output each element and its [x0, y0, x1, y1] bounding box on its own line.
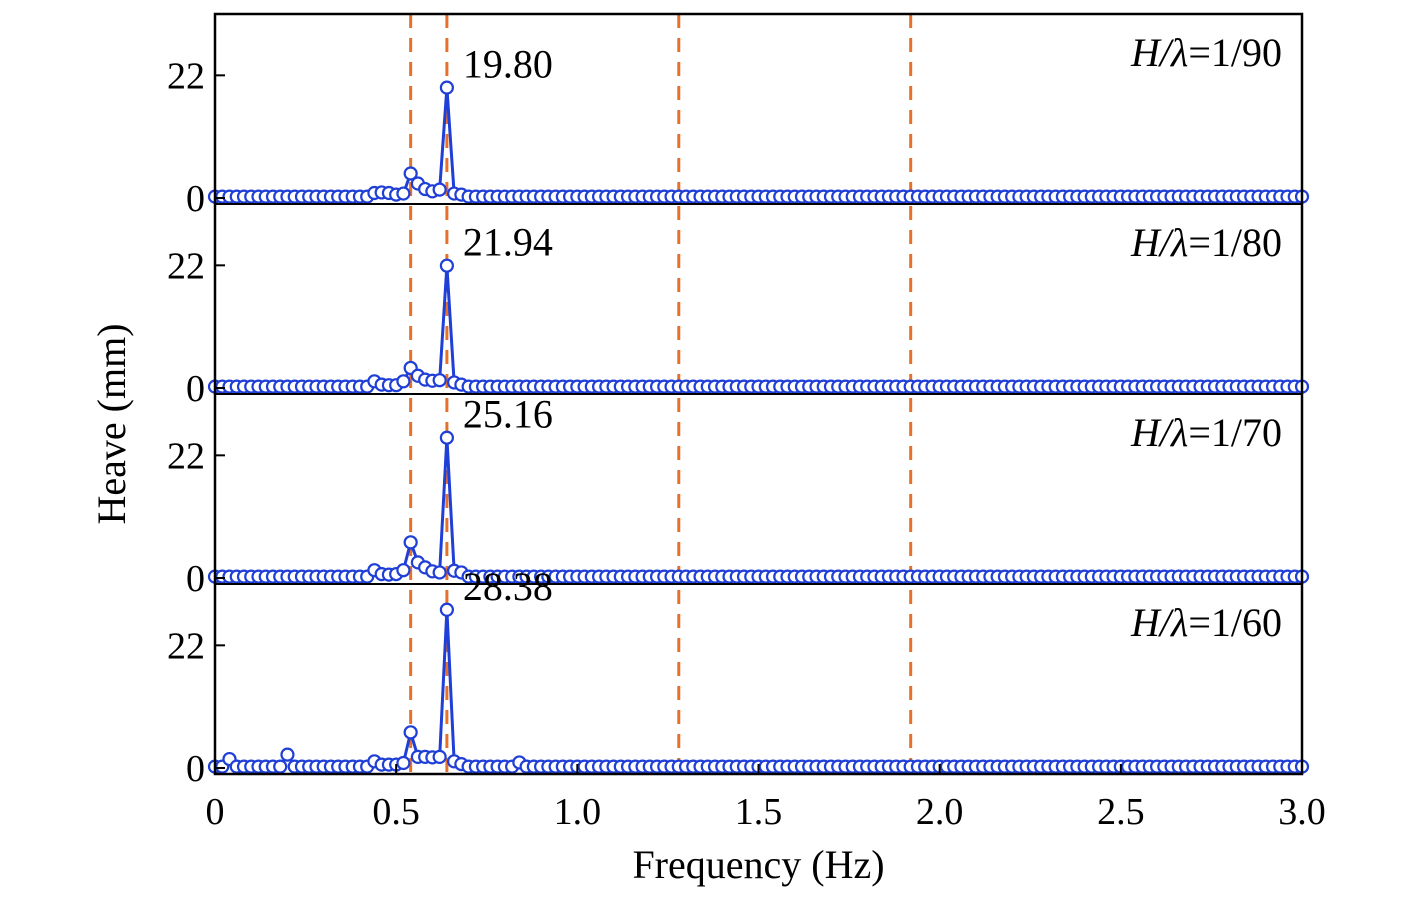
panel-label-value: =1/70: [1188, 410, 1282, 455]
series-line: [215, 87, 1302, 199]
data-point: [432, 373, 447, 388]
peak-label: 19.80: [463, 42, 553, 87]
x-tick-label: 2.0: [916, 791, 964, 833]
data-point: [396, 374, 411, 389]
data-point: [403, 725, 418, 740]
y-tick-label: 22: [167, 55, 205, 97]
x-tick-label: 3.0: [1278, 791, 1326, 833]
panel-label-italic: H/λ: [1130, 410, 1188, 455]
panel-label: H/λ=1/90: [1130, 30, 1282, 75]
y-tick-label: 0: [186, 178, 205, 220]
data-point: [439, 258, 454, 273]
data-point: [403, 535, 418, 550]
data-point: [439, 80, 454, 95]
panel-label: H/λ=1/80: [1130, 220, 1282, 265]
x-tick-label: 0.5: [372, 791, 420, 833]
data-point: [403, 166, 418, 181]
data-point: [432, 182, 447, 197]
data-point: [273, 759, 288, 774]
y-tick-label: 0: [186, 368, 205, 410]
panel-label-italic: H/λ: [1130, 30, 1188, 75]
x-axis-title: Frequency (Hz): [632, 842, 884, 887]
panel-label-value: =1/60: [1188, 600, 1282, 645]
panel-label: H/λ=1/70: [1130, 410, 1282, 455]
data-point: [396, 563, 411, 578]
data-point: [439, 430, 454, 445]
peak-label: 28.38: [463, 564, 553, 609]
data-point: [439, 602, 454, 617]
panel-label-italic: H/λ: [1130, 600, 1188, 645]
data-point: [432, 565, 447, 580]
x-tick-label: 1.0: [554, 791, 602, 833]
x-tick-label: 0: [206, 791, 225, 833]
y-tick-label: 22: [167, 245, 205, 287]
y-tick-label: 0: [186, 558, 205, 600]
peak-label: 25.16: [463, 392, 553, 437]
peak-label: 21.94: [463, 220, 553, 265]
panel-label-value: =1/90: [1188, 30, 1282, 75]
x-tick-label: 1.5: [735, 791, 783, 833]
panel-label: H/λ=1/60: [1130, 600, 1282, 645]
y-tick-label: 22: [167, 435, 205, 477]
series-line: [215, 265, 1302, 389]
data-point: [280, 747, 295, 762]
y-axis-title: Heave (mm): [89, 323, 134, 524]
series-line: [215, 437, 1302, 579]
y-tick-label: 0: [186, 748, 205, 790]
panel-label-value: =1/80: [1188, 220, 1282, 265]
panel-label-italic: H/λ: [1130, 220, 1188, 265]
y-tick-label: 22: [167, 625, 205, 667]
data-point: [432, 749, 447, 764]
x-tick-label: 2.5: [1097, 791, 1145, 833]
data-point: [396, 755, 411, 771]
data-point: [396, 186, 411, 201]
